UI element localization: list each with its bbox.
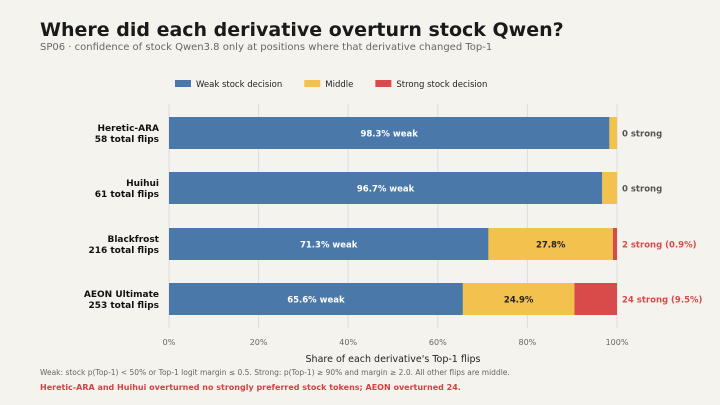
bar-segment-middle [602,172,617,204]
bar-segment-middle [609,117,617,149]
legend-label-weak: Weak stock decision [196,80,282,90]
strong-annotation: 0 strong [622,185,662,195]
bar-data-label: 65.6% weak [287,296,345,306]
legend-swatch-middle [304,80,321,87]
bar-segment-middle [462,283,575,315]
category-label: Heretic-ARA [98,124,160,134]
bar-segment-weak [169,117,610,149]
strong-annotation: 2 strong (0.9%) [622,241,697,251]
callout-note: Heretic-ARA and Huihui overturned no str… [40,383,461,392]
bar-data-label: 96.7% weak [357,185,415,195]
bar-data-label: 71.3% weak [300,241,358,251]
bar-segment-middle [488,228,613,260]
x-tick-label: 80% [519,338,537,347]
bar-data-label: 24.9% [504,296,534,306]
bar-data-label: 98.3% weak [360,130,418,140]
legend-swatch-weak [175,80,191,87]
legend-label-strong: Strong stock decision [396,80,487,90]
x-tick-label: 100% [606,338,629,347]
x-tick-label: 20% [250,338,268,347]
category-flips-label: 58 total flips [95,135,159,145]
category-label: Huihui [126,179,159,189]
chart-subtitle: SP06 · confidence of stock Qwen3.8 only … [40,42,493,53]
legend-label-middle: Middle [325,80,353,90]
x-tick-label: 60% [429,338,447,347]
category-flips-label: 61 total flips [95,190,159,200]
x-tick-label: 40% [339,338,357,347]
bar-segment-weak [169,172,603,204]
footnote: Weak: stock p(Top-1) < 50% or Top-1 logi… [40,368,510,377]
x-tick-label: 0% [163,338,176,347]
bar-segment-weak [169,283,463,315]
bar-segment-strong [574,283,617,315]
strong-annotation: 0 strong [622,130,662,140]
category-label: Blackfrost [107,235,159,245]
category-flips-label: 216 total flips [88,246,159,256]
strong-annotation: 24 strong (9.5%) [622,296,702,306]
x-axis-label: Share of each derivative's Top-1 flips [306,354,481,365]
bar-segment-weak [169,228,489,260]
bar-segment-strong [612,228,617,260]
legend-swatch-strong [375,80,392,87]
bar-data-label: 27.8% [536,241,566,251]
category-flips-label: 253 total flips [88,301,159,311]
chart-title: Where did each derivative overturn stock… [40,19,564,41]
category-label: AEON Ultimate [84,290,159,300]
